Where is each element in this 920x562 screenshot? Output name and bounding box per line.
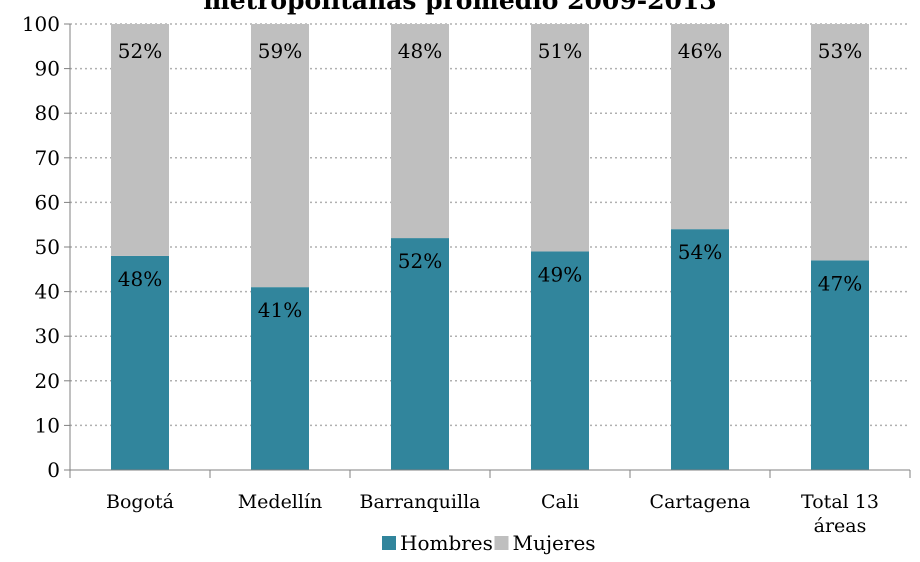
y-tick-label: 80	[35, 101, 60, 125]
legend: Hombres Mujeres	[382, 531, 596, 555]
data-label: 52%	[118, 39, 162, 63]
bar-hombres	[391, 238, 449, 470]
bar-mujeres	[531, 24, 589, 252]
data-label: 51%	[538, 39, 582, 63]
legend-label: Mujeres	[513, 531, 596, 555]
y-tick-label: 40	[35, 280, 60, 304]
bar-mujeres	[671, 24, 729, 230]
x-tick-label: áreas	[814, 515, 867, 537]
y-tick-label: 70	[35, 146, 60, 170]
bar-hombres	[811, 260, 869, 470]
x-tick-label: Cali	[541, 491, 579, 513]
y-tick-label: 60	[35, 190, 60, 214]
y-tick-label: 20	[35, 369, 60, 393]
x-tick-label: Bogotá	[106, 491, 174, 513]
bar-mujeres	[251, 24, 309, 288]
legend-swatch-hombres	[382, 536, 396, 550]
data-label: 41%	[258, 298, 302, 322]
data-label: 48%	[118, 267, 162, 291]
data-label: 59%	[258, 39, 302, 63]
legend-swatch-mujeres	[494, 536, 509, 550]
y-tick-label: 10	[35, 413, 60, 437]
x-tick-label: Barranquilla	[360, 491, 481, 513]
gridlines	[70, 23, 910, 427]
y-tick-label: 100	[22, 12, 60, 36]
data-label: 53%	[818, 39, 862, 63]
bar-mujeres	[811, 24, 869, 261]
data-label: 52%	[398, 249, 442, 273]
x-tick-label: Total 13	[801, 491, 879, 513]
data-label: 49%	[538, 262, 582, 286]
data-label: 48%	[398, 39, 442, 63]
y-tick-label: 50	[35, 235, 60, 259]
bar-hombres	[531, 251, 589, 470]
x-tick-label: Cartagena	[650, 491, 751, 513]
bars: 48% 52% 41% 59% 52% 48% 49% 51% 54% 46% 47% 53%	[111, 24, 869, 470]
data-label: 46%	[678, 39, 722, 63]
bar-hombres	[251, 287, 309, 470]
bar-mujeres	[111, 24, 169, 256]
chart-title: metropolitanas promedio 2009-2013	[203, 0, 717, 15]
data-label: 54%	[678, 240, 722, 264]
x-tick-label: Medellín	[238, 491, 323, 513]
bar-mujeres	[391, 24, 449, 239]
axes: 0 10 20 30 40 50 60 70 80 90 100 Bogotá Medellín Barr…	[22, 12, 911, 537]
bar-hombres	[111, 255, 169, 470]
bar-hombres	[671, 229, 729, 470]
y-tick-label: 0	[47, 458, 60, 482]
data-label: 47%	[818, 271, 862, 295]
y-tick-label: 30	[35, 324, 60, 348]
legend-label: Hombres	[400, 531, 493, 555]
y-tick-label: 90	[35, 57, 60, 81]
